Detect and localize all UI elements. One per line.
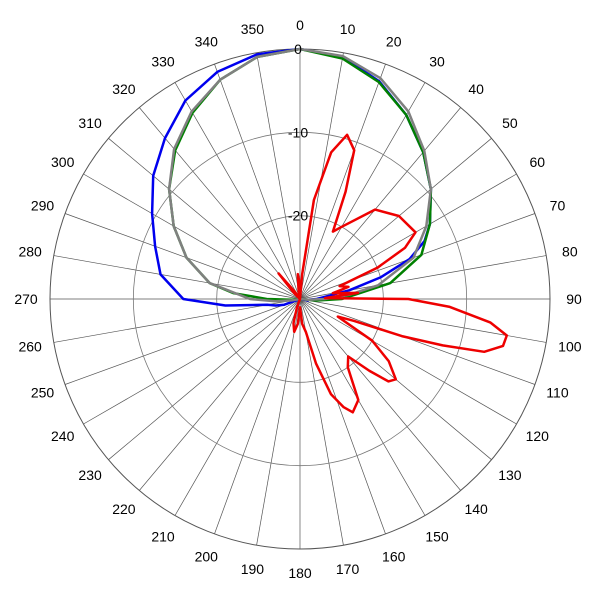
angle-spoke: [64, 298, 301, 385]
angle-tick-label: 130: [498, 467, 522, 483]
angle-spoke: [299, 298, 386, 535]
angle-tick-label: 310: [78, 115, 102, 131]
angle-tick-label: 120: [526, 428, 550, 444]
angle-spoke: [83, 173, 301, 300]
angle-tick-label: 290: [31, 197, 55, 213]
angle-tick-label: 240: [51, 428, 75, 444]
angle-tick-label: 350: [241, 21, 265, 37]
radial-tick-label: -10: [288, 124, 308, 140]
angle-spoke: [299, 173, 517, 300]
angle-spoke: [174, 82, 301, 300]
angle-tick-label: 80: [562, 243, 578, 259]
angle-spoke: [299, 298, 517, 425]
angle-tick-label: 90: [566, 291, 582, 307]
angle-tick-label: 30: [429, 54, 445, 70]
angle-tick-label: 40: [468, 81, 484, 97]
angle-tick-label: 190: [241, 561, 265, 577]
angle-spoke: [299, 138, 492, 300]
angle-spoke: [139, 298, 301, 491]
angle-spoke: [214, 63, 301, 300]
angle-tick-label: 320: [112, 81, 136, 97]
angle-tick-label: 140: [464, 501, 488, 517]
angle-tick-label: 10: [340, 21, 356, 37]
angle-tick-label: 340: [195, 34, 219, 50]
angle-spoke: [108, 298, 301, 460]
angle-tick-label: 230: [78, 467, 102, 483]
angle-tick-label: 330: [151, 54, 175, 70]
label-layer: 0 10 20 30 40 50 60 70 80 90 100 110 120 130 140 150 160…: [14, 17, 582, 581]
angle-tick-label: 160: [382, 548, 406, 564]
radial-tick-label: 0: [294, 41, 302, 57]
angle-tick-label: 250: [31, 385, 55, 401]
angle-tick-label: 150: [425, 528, 449, 544]
angle-spoke: [108, 138, 301, 300]
angle-tick-label: 110: [546, 385, 569, 401]
angle-spoke: [214, 298, 301, 535]
angle-tick-label: 50: [502, 115, 518, 131]
angle-spoke: [299, 107, 461, 300]
series-line-3: [277, 133, 509, 414]
angle-tick-label: 180: [288, 565, 312, 581]
angle-spoke: [256, 52, 301, 300]
series-layer: [150, 47, 509, 414]
angle-tick-label: 300: [51, 154, 75, 170]
angle-spoke: [174, 298, 301, 516]
angle-tick-label: 20: [386, 34, 402, 50]
radial-ring: [132, 131, 468, 467]
radial-tick-label: -20: [288, 208, 308, 224]
angle-spoke: [256, 298, 301, 546]
angle-spoke: [299, 213, 536, 300]
angle-tick-label: 210: [151, 528, 175, 544]
angle-tick-label: 100: [558, 339, 582, 355]
angle-spoke: [53, 255, 301, 300]
angle-tick-label: 220: [112, 501, 136, 517]
angle-tick-label: 0: [296, 17, 304, 33]
angle-tick-label: 270: [14, 291, 38, 307]
angle-tick-label: 200: [195, 548, 219, 564]
angle-spoke: [53, 298, 301, 343]
angle-tick-label: 70: [550, 197, 566, 213]
angle-spoke: [139, 107, 301, 300]
angle-tick-label: 60: [530, 154, 546, 170]
angle-spoke: [299, 298, 426, 516]
angle-tick-label: 280: [18, 243, 42, 259]
angle-tick-label: 170: [336, 561, 360, 577]
angle-spoke: [64, 213, 301, 300]
angle-spoke: [299, 298, 536, 385]
angle-spoke: [299, 63, 386, 300]
angle-spoke: [299, 82, 426, 300]
angle-spoke: [299, 298, 461, 491]
angle-tick-label: 260: [18, 339, 42, 355]
angle-spoke: [83, 298, 301, 425]
